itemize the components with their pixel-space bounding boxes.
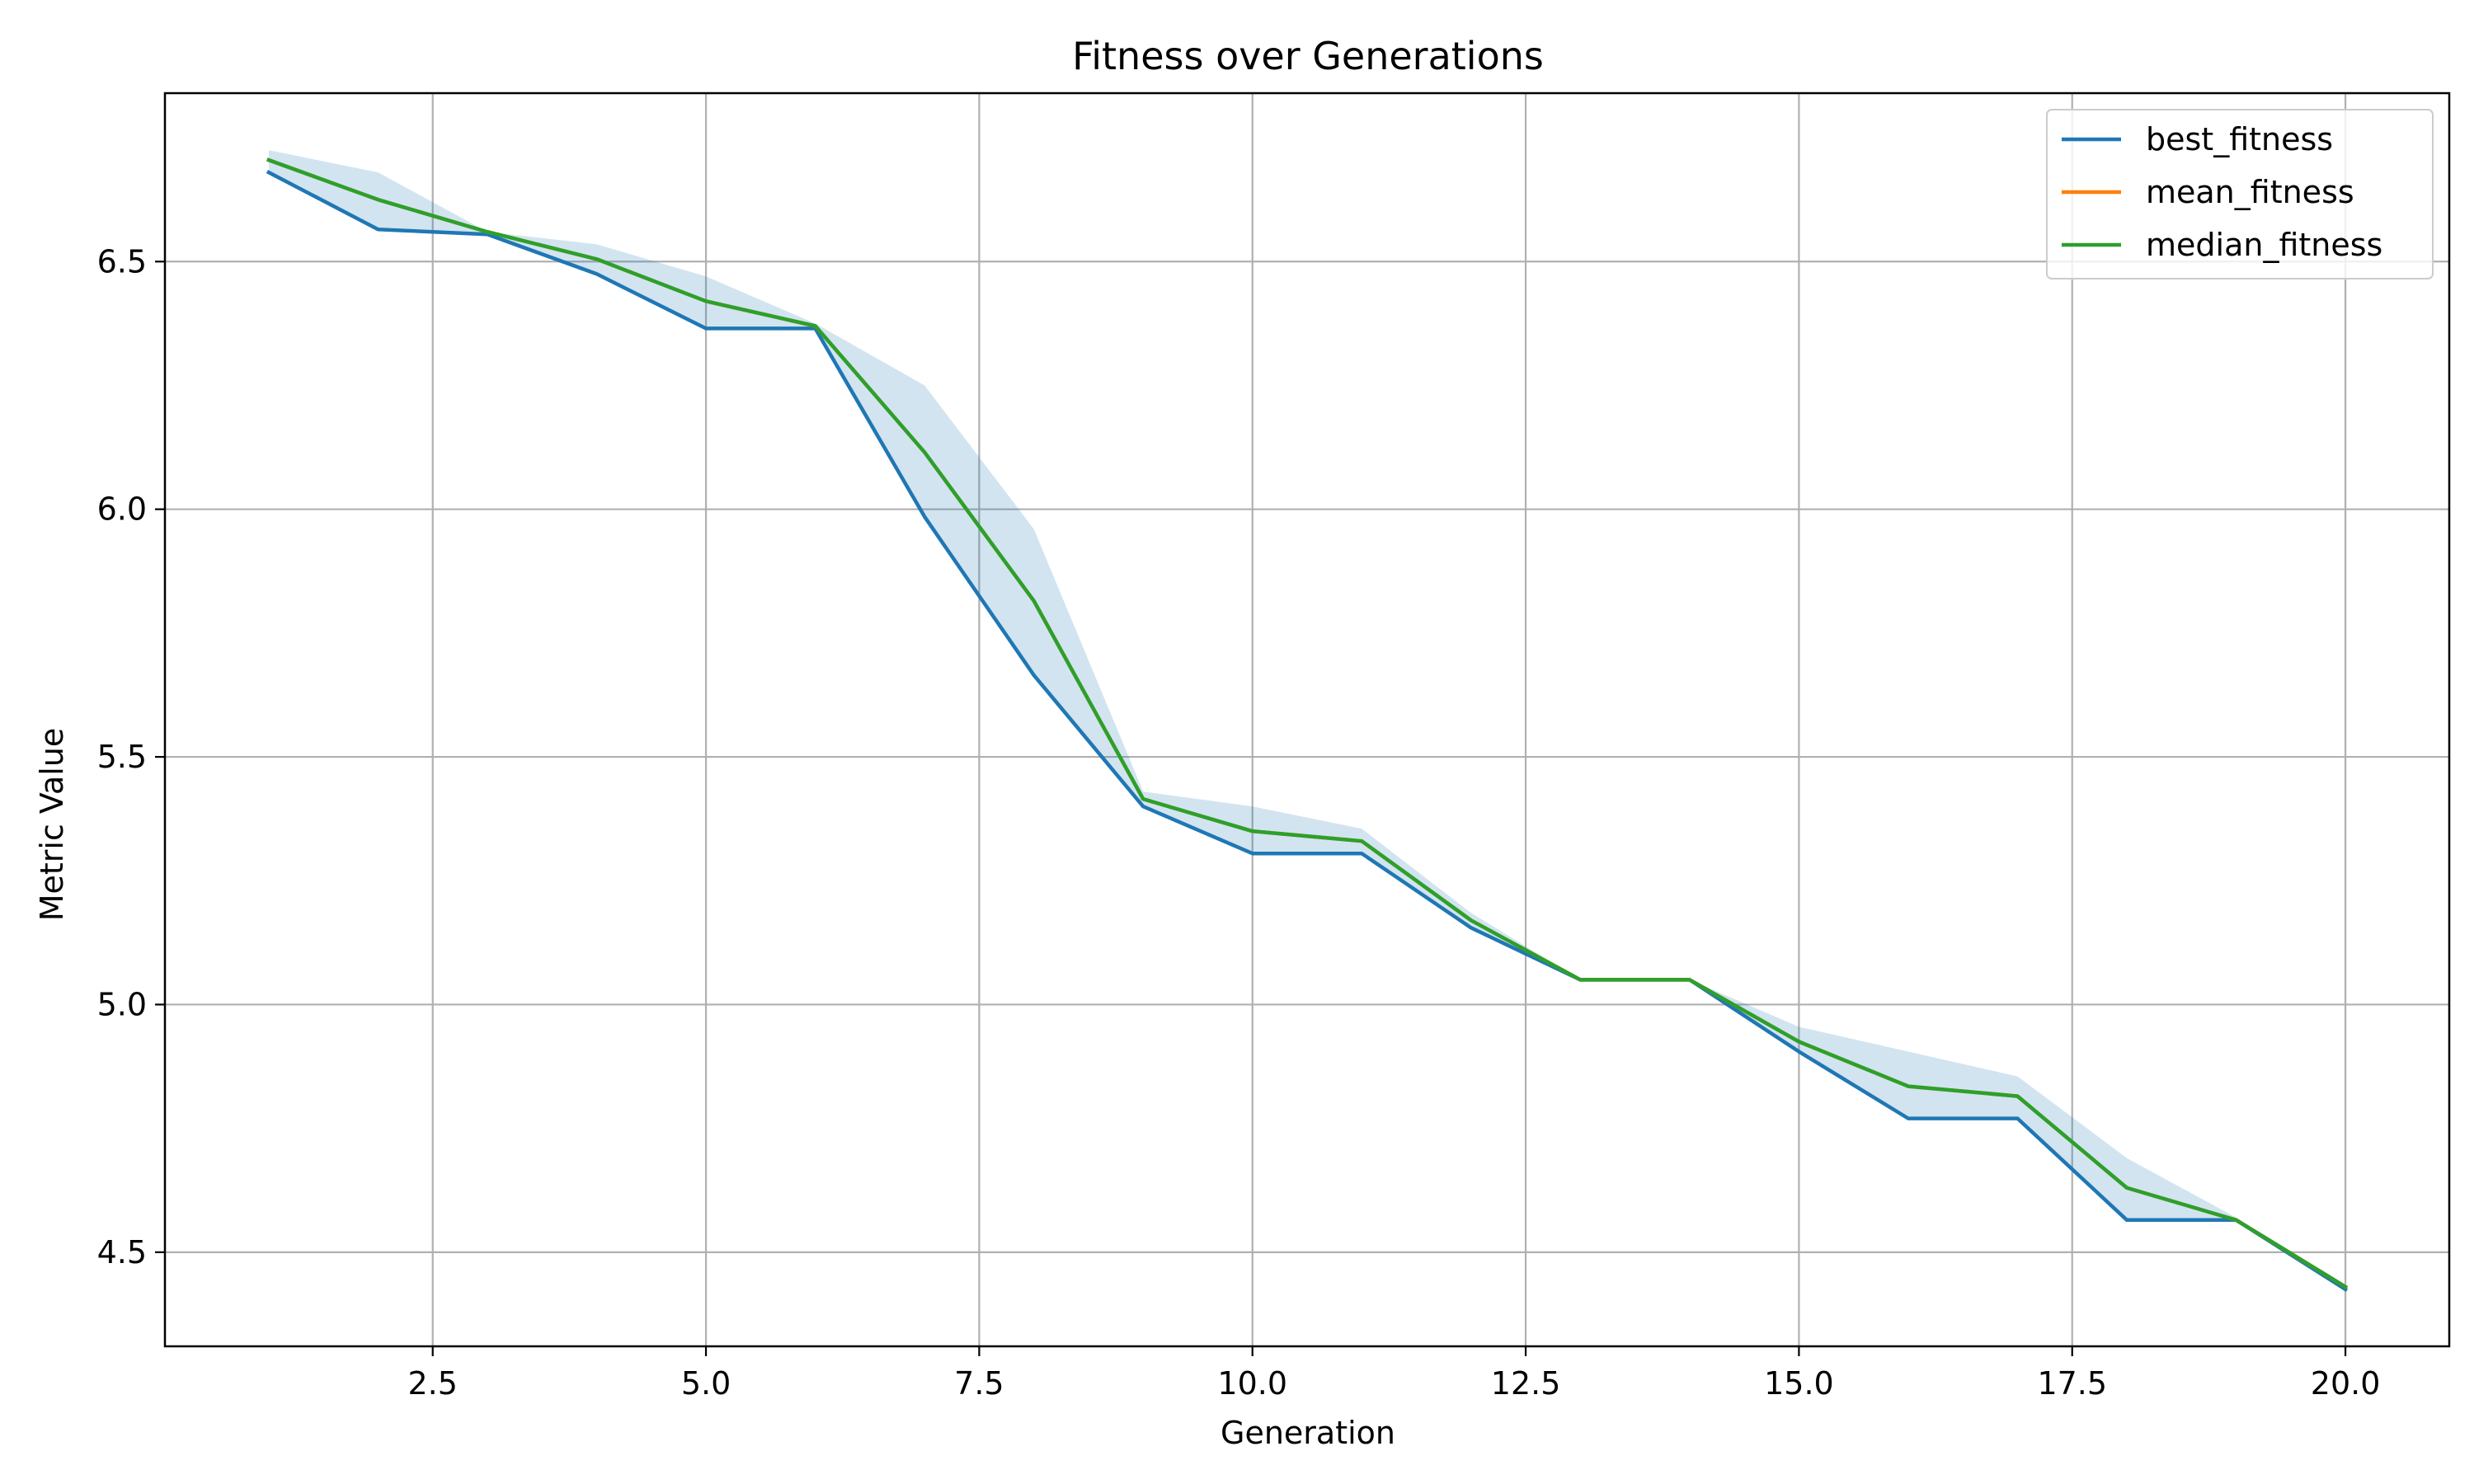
axis-ticks: 2.5 5.0 7.5 10.0 12.5 15.0 17.5 20.0 4.5 5.0 5.5 6.… [97,243,2381,1402]
y-tick-label: 4.5 [97,1234,147,1270]
series-line-best-fitness [266,170,2349,1293]
legend: best_fitness mean_fitness median_fitness [2046,109,2434,279]
x-tick-label: 7.5 [954,1365,1004,1402]
plot-frame [163,92,2451,1348]
legend-box [2046,109,2434,279]
x-tick-label: 15.0 [1764,1365,1834,1402]
fill-band [268,150,2346,1289]
chart-title: Fitness over Generations [1072,34,1544,78]
x-tick-label: 2.5 [407,1365,457,1402]
x-tick-label: 12.5 [1491,1365,1561,1402]
y-tick-label: 5.5 [97,739,147,775]
x-tick-label: 17.5 [2037,1365,2107,1402]
x-tick-label: 5.0 [681,1365,731,1402]
y-axis-label: Metric Value [34,728,70,922]
y-tick-label: 6.0 [97,491,147,528]
range-band [268,150,2346,1289]
legend-label: median_fitness [2146,227,2382,263]
series-line-median-fitness [266,157,2349,1289]
x-tick-label: 20.0 [2311,1365,2381,1402]
legend-label: mean_fitness [2146,174,2354,210]
x-axis-label: Generation [1221,1415,1395,1451]
y-tick-label: 5.0 [97,986,147,1022]
legend-label: best_fitness [2146,121,2333,157]
series-lines [266,157,2349,1293]
grid [165,93,2449,1346]
y-tick-label: 6.5 [97,243,147,279]
x-tick-label: 10.0 [1217,1365,1287,1402]
